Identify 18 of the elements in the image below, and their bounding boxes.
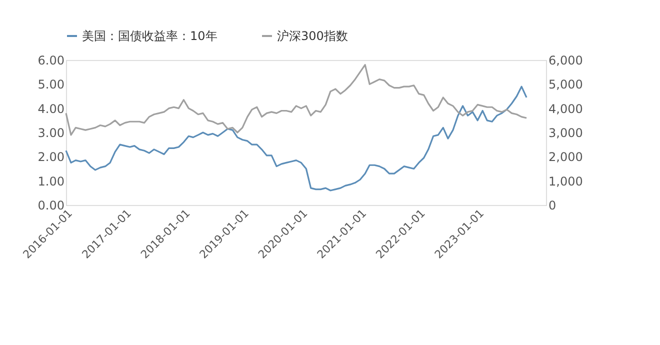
y-tick-label: 5.00 (38, 78, 64, 92)
y-tick-label: 4.00 (38, 102, 64, 116)
y2-tick-label: 1,000 (548, 174, 583, 188)
y-tick-label: 3.00 (38, 126, 64, 140)
y2-tick-label: 4,000 (548, 102, 583, 116)
y-tick-label: 6.00 (38, 54, 64, 68)
y-tick-label: 1.00 (38, 174, 64, 188)
legend-label: 美国：国债收益率：10年 (82, 29, 218, 43)
y2-tick-label: 0 (548, 198, 556, 212)
y2-tick-label: 5,000 (548, 78, 583, 92)
legend-label: 沪深300指数 (277, 29, 348, 43)
y2-tick-label: 2,000 (548, 150, 583, 164)
y-tick-label: 2.00 (38, 150, 64, 164)
y-tick-label: 0.00 (38, 198, 64, 212)
line-series (65, 64, 528, 136)
y2-tick-label: 6,000 (548, 54, 583, 68)
y2-tick-label: 3,000 (548, 126, 583, 140)
line-series (65, 86, 528, 192)
